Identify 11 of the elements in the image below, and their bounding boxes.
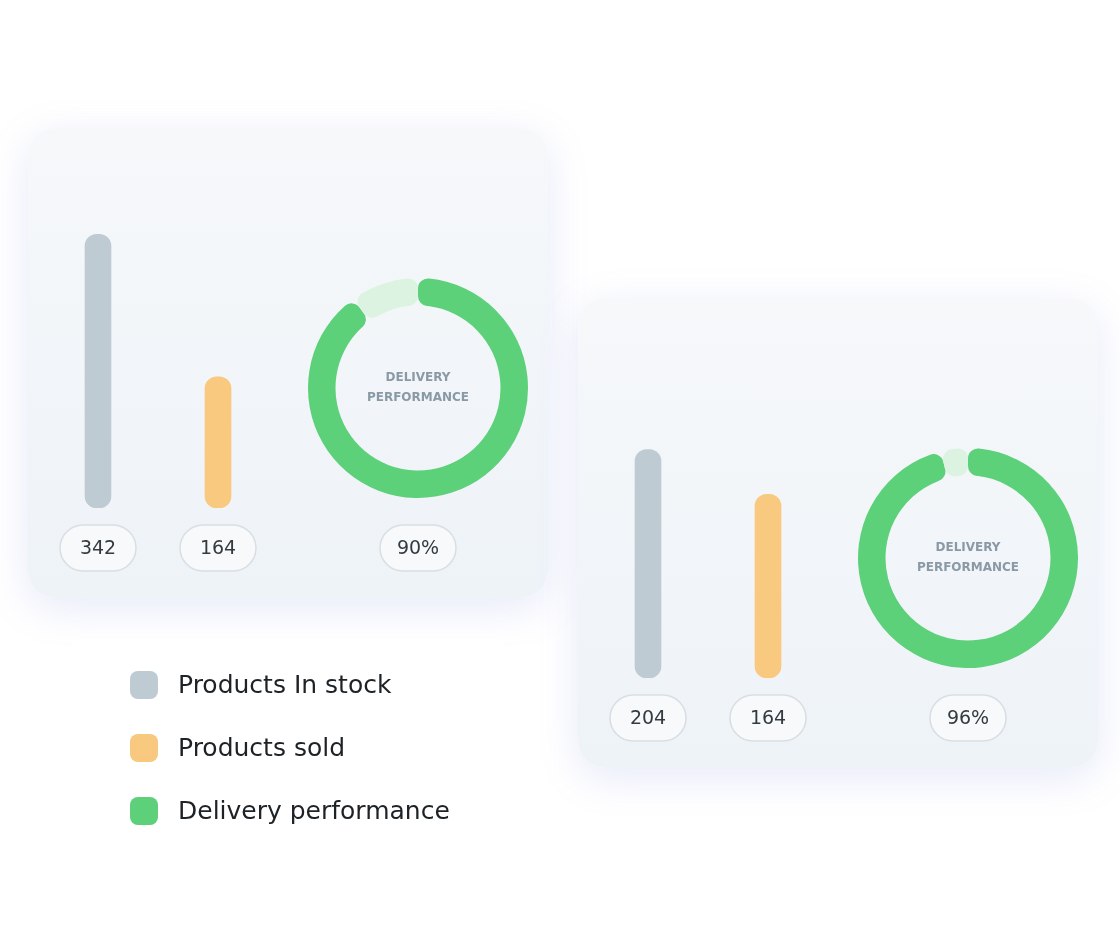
data-label: 204 <box>629 705 667 728</box>
legend-label: Products sold <box>178 733 346 762</box>
data-label: 164 <box>199 535 237 558</box>
data-label: 96% <box>946 705 990 728</box>
data-label: 164 <box>749 705 787 728</box>
legend-label: Products In stock <box>178 670 392 699</box>
legend-label: Delivery performance <box>178 796 450 825</box>
text: DELIVERY PERFORMANCE <box>366 370 470 405</box>
text: DELIVERY PERFORMANCE <box>916 540 1020 575</box>
data-label: 342 <box>79 535 117 558</box>
data-label: 90% <box>396 535 440 558</box>
